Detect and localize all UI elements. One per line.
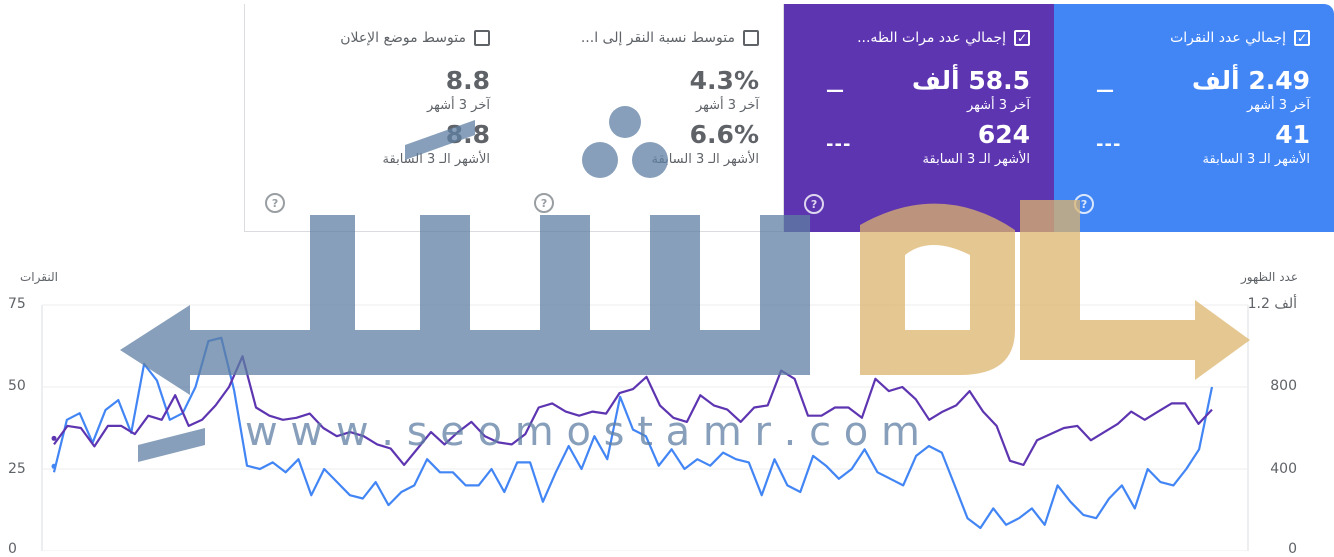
card-value: 8.8 <box>445 66 490 95</box>
left-tick-label: 50 <box>8 378 26 394</box>
card-value: 58.5 ألف <box>911 66 1030 95</box>
series-start-point <box>51 463 57 469</box>
card-value: 2.49 ألف <box>1191 66 1310 95</box>
series-line-impressions[interactable] <box>53 355 1213 466</box>
checkbox-unchecked-icon[interactable] <box>474 30 490 46</box>
right-tick-label: 0 <box>1288 541 1297 557</box>
series-line-clicks[interactable] <box>52 336 1214 530</box>
right-tick-label: 800 <box>1270 378 1297 394</box>
trend-indicator: — <box>1096 79 1115 101</box>
card-period: آخر 3 أشهر <box>1246 98 1310 113</box>
card-average-position[interactable]: متوسط موضع الإعلان 8.8 آخر 3 أشهر 8.8 ال… <box>244 4 514 232</box>
card-period: آخر 3 أشهر <box>695 98 759 113</box>
trend-indicator-prev: --- <box>1096 133 1122 155</box>
card-average-ctr[interactable]: متوسط نسبة النقر إلى ا... 4.3% آخر 3 أشه… <box>514 4 784 232</box>
checkbox-checked-icon[interactable]: ✓ <box>1294 30 1310 46</box>
metric-cards: ✓ إجمالي عدد النقرات 2.49 ألف آخر 3 أشهر… <box>244 4 1334 232</box>
card-prev-value: 6.6% <box>689 120 759 149</box>
card-prev-period: الأشهر الـ 3 السابقة <box>922 152 1030 167</box>
card-period: آخر 3 أشهر <box>966 98 1030 113</box>
left-axis-title: النقرات <box>20 270 58 284</box>
checkbox-unchecked-icon[interactable] <box>743 30 759 46</box>
card-title: إجمالي عدد مرات الظه... <box>857 30 1006 46</box>
help-icon[interactable]: ? <box>804 194 824 214</box>
card-title: متوسط نسبة النقر إلى ا... <box>580 30 735 46</box>
card-prev-period: الأشهر الـ 3 السابقة <box>1202 152 1310 167</box>
checkbox-checked-icon[interactable]: ✓ <box>1014 30 1030 46</box>
help-icon[interactable]: ? <box>265 193 285 213</box>
card-total-impressions[interactable]: ✓ إجمالي عدد مرات الظه... 58.5 ألف آخر 3… <box>784 4 1054 232</box>
right-tick-label: 400 <box>1270 461 1297 477</box>
card-total-clicks[interactable]: ✓ إجمالي عدد النقرات 2.49 ألف آخر 3 أشهر… <box>1054 4 1334 232</box>
card-prev-value: 41 <box>1275 120 1310 149</box>
card-title: متوسط موضع الإعلان <box>340 30 466 46</box>
trend-indicator-prev: --- <box>826 133 852 155</box>
right-tick-label: 1.2 ألف <box>1247 296 1297 312</box>
card-value: 4.3% <box>689 66 759 95</box>
series-start-point <box>51 435 57 441</box>
left-tick-label: 0 <box>8 541 17 557</box>
help-icon[interactable]: ? <box>534 193 554 213</box>
card-prev-value: 624 <box>977 120 1030 149</box>
right-axis-title: عدد الظهور <box>1241 270 1298 284</box>
trend-indicator: — <box>826 79 845 101</box>
left-tick-label: 75 <box>8 296 26 312</box>
card-period: آخر 3 أشهر <box>426 98 490 113</box>
left-tick-label: 25 <box>8 461 26 477</box>
card-title: إجمالي عدد النقرات <box>1170 30 1286 46</box>
